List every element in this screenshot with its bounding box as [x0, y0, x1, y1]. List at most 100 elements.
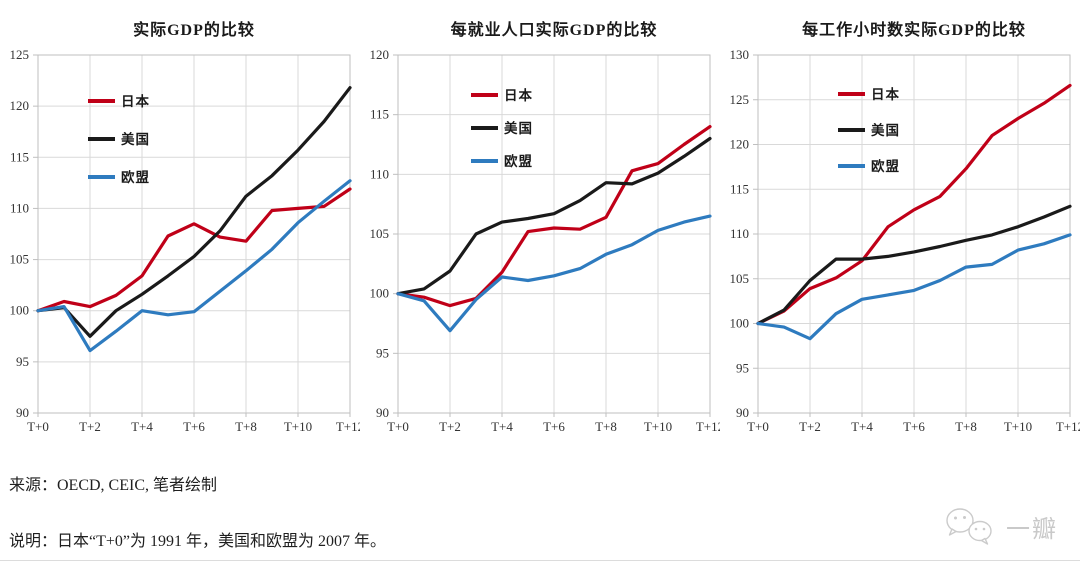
- chart-title-real-gdp: 实际GDP的比较: [133, 22, 255, 39]
- x-tick-label: T+6: [543, 419, 565, 434]
- chart-gdp-per-hour: 每工作小时数实际GDP的比较 90 95 100 105 110 115 120 125 130…: [720, 0, 1080, 455]
- x-axis-labels: T+0 T+2 T+4 T+6 T+8 T+10 T+12: [747, 419, 1080, 434]
- y-tick-label: 110: [10, 200, 29, 215]
- y-tick-label: 90: [16, 405, 29, 420]
- y-tick-label: 100: [10, 303, 30, 318]
- y-tick-label: 120: [10, 98, 30, 113]
- legend-label-japan: 日本: [121, 93, 150, 109]
- legend-label-us: 美国: [871, 122, 900, 138]
- watermark: 一瓣: [943, 506, 1058, 546]
- x-tick-label: T+2: [439, 419, 461, 434]
- series-line-japan: [36, 187, 352, 313]
- x-tick-label: T+4: [851, 419, 873, 434]
- x-tick-label: T+4: [491, 419, 513, 434]
- y-tick-label: 105: [730, 271, 750, 286]
- series-line-us: [756, 204, 1072, 326]
- plot-border: [37, 54, 351, 414]
- series-line-japan: [756, 83, 1072, 326]
- y-tick-label: 110: [730, 226, 749, 241]
- x-tick-label: T+10: [1004, 419, 1032, 434]
- legend-label-eu: 欧盟: [504, 153, 533, 169]
- x-tick-label: T+8: [235, 419, 257, 434]
- x-tick-label: T+12: [696, 419, 720, 434]
- x-tick-label: T+0: [747, 419, 769, 434]
- y-tick-label: 90: [376, 405, 389, 420]
- plot-border: [397, 54, 711, 414]
- series-line-eu: [756, 233, 1072, 341]
- y-tick-label: 100: [370, 286, 390, 301]
- x-axis-labels: T+0 T+2 T+4 T+6 T+8 T+10 T+12: [27, 419, 360, 434]
- source-line: 来源：OECD, CEIC, 笔者绘制: [9, 477, 218, 494]
- x-tick-label: T+6: [903, 419, 925, 434]
- y-tick-label: 115: [10, 149, 29, 164]
- series-line-us: [36, 86, 352, 338]
- legend-label-us: 美国: [504, 120, 533, 136]
- x-tick-label: T+2: [799, 419, 821, 434]
- x-tick-label: T+0: [27, 419, 49, 434]
- y-tick-label: 105: [10, 252, 30, 267]
- charts-row: 实际GDP的比较 90 95 100 105 110 115 120 125 T+0 T+2 T+4…: [0, 0, 1080, 455]
- y-tick-label: 110: [370, 166, 389, 181]
- y-tick-label: 130: [730, 47, 750, 62]
- legend-label-us: 美国: [121, 131, 150, 147]
- series-line-us: [396, 136, 712, 296]
- x-tick-label: T+6: [183, 419, 205, 434]
- x-tick-label: T+10: [644, 419, 672, 434]
- x-tick-label: T+12: [336, 419, 360, 434]
- x-tick-label: T+10: [284, 419, 312, 434]
- footer: 来源：OECD, CEIC, 笔者绘制 说明：日本“T+0”为 1991 年，美…: [0, 471, 1080, 551]
- chart-title-gdp-per-employed: 每就业人口实际GDP的比较: [450, 22, 658, 39]
- y-tick-label: 95: [16, 354, 29, 369]
- y-tick-label: 115: [730, 181, 749, 196]
- y-axis-labels: 90 95 100 105 110 115 120: [370, 47, 390, 420]
- chart-canvas: 90 95 100 105 110 115 120 125 T+0 T+2 T+4 T+6 T+8 T+1…: [10, 47, 361, 434]
- y-tick-label: 95: [376, 345, 389, 360]
- x-tick-label: T+2: [79, 419, 101, 434]
- legend-label-japan: 日本: [871, 86, 900, 102]
- x-tick-label: T+12: [1056, 419, 1080, 434]
- watermark-label: 一瓣: [1006, 516, 1058, 543]
- legend-label-japan: 日本: [504, 87, 533, 103]
- y-tick-label: 90: [736, 405, 749, 420]
- axis-ticks: [33, 54, 351, 417]
- chart-plot-gdp-per-hour: 90 95 100 105 110 115 120 125 130 T+0 T+2 T+4 T+6 T+8…: [720, 46, 1080, 455]
- series-line-eu: [36, 179, 352, 353]
- series-line-japan: [396, 124, 712, 308]
- chart-canvas: 90 95 100 105 110 115 120 125 130 T+0 T+2 T+4 T+6 T+8…: [730, 47, 1080, 434]
- y-tick-label: 100: [730, 316, 750, 331]
- x-axis-labels: T+0 T+2 T+4 T+6 T+8 T+10 T+12: [387, 419, 720, 434]
- axis-ticks: [393, 54, 711, 417]
- y-tick-label: 125: [730, 92, 750, 107]
- chart-gdp-per-employed: 每就业人口实际GDP的比较 90 95 100 105 110 115 120 T+0 T+2 T…: [360, 0, 721, 455]
- chart-plot-real-gdp: 90 95 100 105 110 115 120 125 T+0 T+2 T+4 T+6 T+8 T+1…: [0, 46, 361, 455]
- x-tick-label: T+8: [595, 419, 617, 434]
- chart-plot-gdp-per-employed: 90 95 100 105 110 115 120 T+0 T+2 T+4 T+6 T+8 T+10 T+…: [360, 46, 721, 455]
- series-line-eu: [396, 214, 712, 333]
- y-tick-label: 105: [370, 226, 390, 241]
- chart-real-gdp: 实际GDP的比较 90 95 100 105 110 115 120 125 T+0 T+2 T+4…: [0, 0, 361, 455]
- note-line: 说明：日本“T+0”为 1991 年，美国和欧盟为 2007 年。: [9, 533, 387, 550]
- y-axis-labels: 90 95 100 105 110 115 120 125: [10, 47, 30, 420]
- x-tick-label: T+4: [131, 419, 153, 434]
- gridlines: [757, 54, 1071, 414]
- gridlines: [37, 54, 351, 414]
- axis-ticks: [753, 54, 1071, 417]
- y-tick-label: 120: [730, 137, 750, 152]
- y-axis-labels: 90 95 100 105 110 115 120 125 130: [730, 47, 750, 420]
- legend-label-eu: 欧盟: [871, 158, 900, 174]
- chart-title-gdp-per-hour: 每工作小时数实际GDP的比较: [802, 22, 1026, 39]
- y-tick-label: 115: [370, 107, 389, 122]
- y-tick-label: 120: [370, 47, 390, 62]
- gridlines: [397, 54, 711, 414]
- y-tick-label: 125: [10, 47, 30, 62]
- legend-label-eu: 欧盟: [121, 169, 150, 185]
- wechat-icon: [946, 508, 992, 545]
- x-tick-label: T+8: [955, 419, 977, 434]
- y-tick-label: 95: [736, 360, 749, 375]
- x-tick-label: T+0: [387, 419, 409, 434]
